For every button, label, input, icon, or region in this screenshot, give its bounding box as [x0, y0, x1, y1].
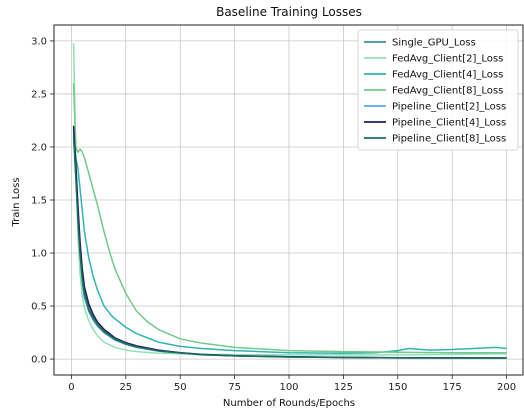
ticks: 0 25 50 75 100 125 150 175 200 0.0 0.5 1.0 1.5 2.0 2.5…: [31, 36, 516, 393]
legend-entry: FedAvg_Client[8]_Loss: [392, 86, 503, 97]
series-line-4: [72, 83, 507, 354]
series-line-2: [72, 43, 507, 356]
y-tick-label: 1.5: [31, 196, 47, 207]
y-tick-label: 3.0: [31, 36, 47, 47]
y-axis-label: Train Loss: [11, 177, 22, 227]
series-line-3: [72, 141, 507, 355]
x-tick-label: 75: [228, 382, 241, 393]
series-layer: [72, 43, 507, 359]
legend-entry: Pipeline_Client[4]_Loss: [392, 118, 506, 129]
x-tick-label: 200: [497, 382, 516, 393]
legend-entry: FedAvg_Client[4]_Loss: [392, 70, 503, 81]
y-tick-label: 2.5: [31, 89, 47, 100]
x-tick-label: 175: [443, 382, 462, 393]
legend: Single_GPU_Loss FedAvg_Client[2]_Loss FedA…: [357, 29, 519, 151]
y-tick-label: 0.5: [31, 302, 47, 313]
x-tick-label: 0: [68, 382, 74, 393]
series-line-6: [72, 125, 507, 359]
x-tick-label: 50: [174, 382, 187, 393]
legend-entry: FedAvg_Client[2]_Loss: [392, 54, 503, 65]
legend-entry: Pipeline_Client[8]_Loss: [392, 134, 506, 145]
y-tick-label: 1.0: [31, 249, 47, 260]
series-line-5: [72, 127, 507, 359]
x-tick-label: 150: [388, 382, 407, 393]
x-tick-label: 25: [119, 382, 132, 393]
x-tick-label: 100: [279, 382, 298, 393]
legend-box: [357, 29, 519, 151]
legend-entry: Pipeline_Client[2]_Loss: [392, 102, 506, 113]
x-axis-label: Number of Rounds/Epochs: [223, 398, 355, 409]
chart-title: Baseline Training Losses: [216, 5, 362, 19]
series-line-1: [72, 131, 507, 359]
y-tick-label: 0.0: [31, 355, 47, 366]
legend-entry: Single_GPU_Loss: [392, 38, 476, 49]
series-line-7: [72, 136, 507, 359]
y-tick-label: 2.0: [31, 142, 47, 153]
x-tick-label: 125: [334, 382, 353, 393]
